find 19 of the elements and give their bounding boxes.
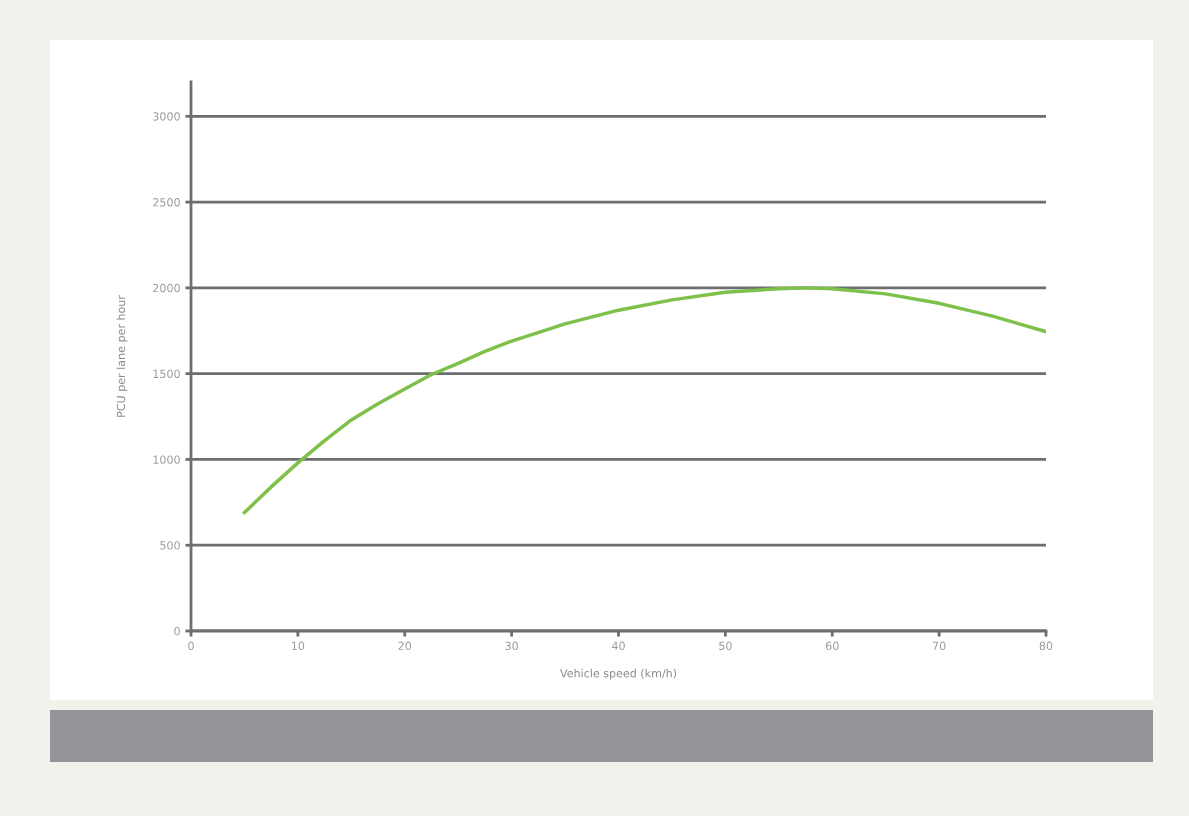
- x-tick-label: 0: [188, 641, 194, 651]
- line-series: [242, 286, 1046, 515]
- y-axis-title: PCU per lane per hour: [116, 295, 128, 417]
- y-tick-label: 1000: [153, 455, 180, 464]
- x-tick-label: 30: [505, 641, 518, 651]
- x-tick-label: 80: [1039, 641, 1053, 651]
- x-tick-label: 20: [398, 641, 412, 651]
- y-tick-label: 1500: [153, 369, 180, 379]
- y-tick-label: 3000: [153, 112, 180, 121]
- x-tick-label: 40: [611, 641, 625, 651]
- y-tick-label: 2500: [153, 198, 180, 207]
- x-axis-title: Vehicle speed (km/h): [560, 668, 677, 680]
- y-tick-label: 2000: [153, 283, 180, 293]
- y-tick-label: 500: [160, 541, 180, 550]
- y-tick-label: 0: [174, 626, 180, 636]
- x-tick-label: 60: [825, 641, 839, 651]
- x-tick-label: 10: [292, 641, 305, 651]
- x-tick-label: 50: [719, 641, 732, 651]
- x-tick-label: 70: [932, 641, 946, 651]
